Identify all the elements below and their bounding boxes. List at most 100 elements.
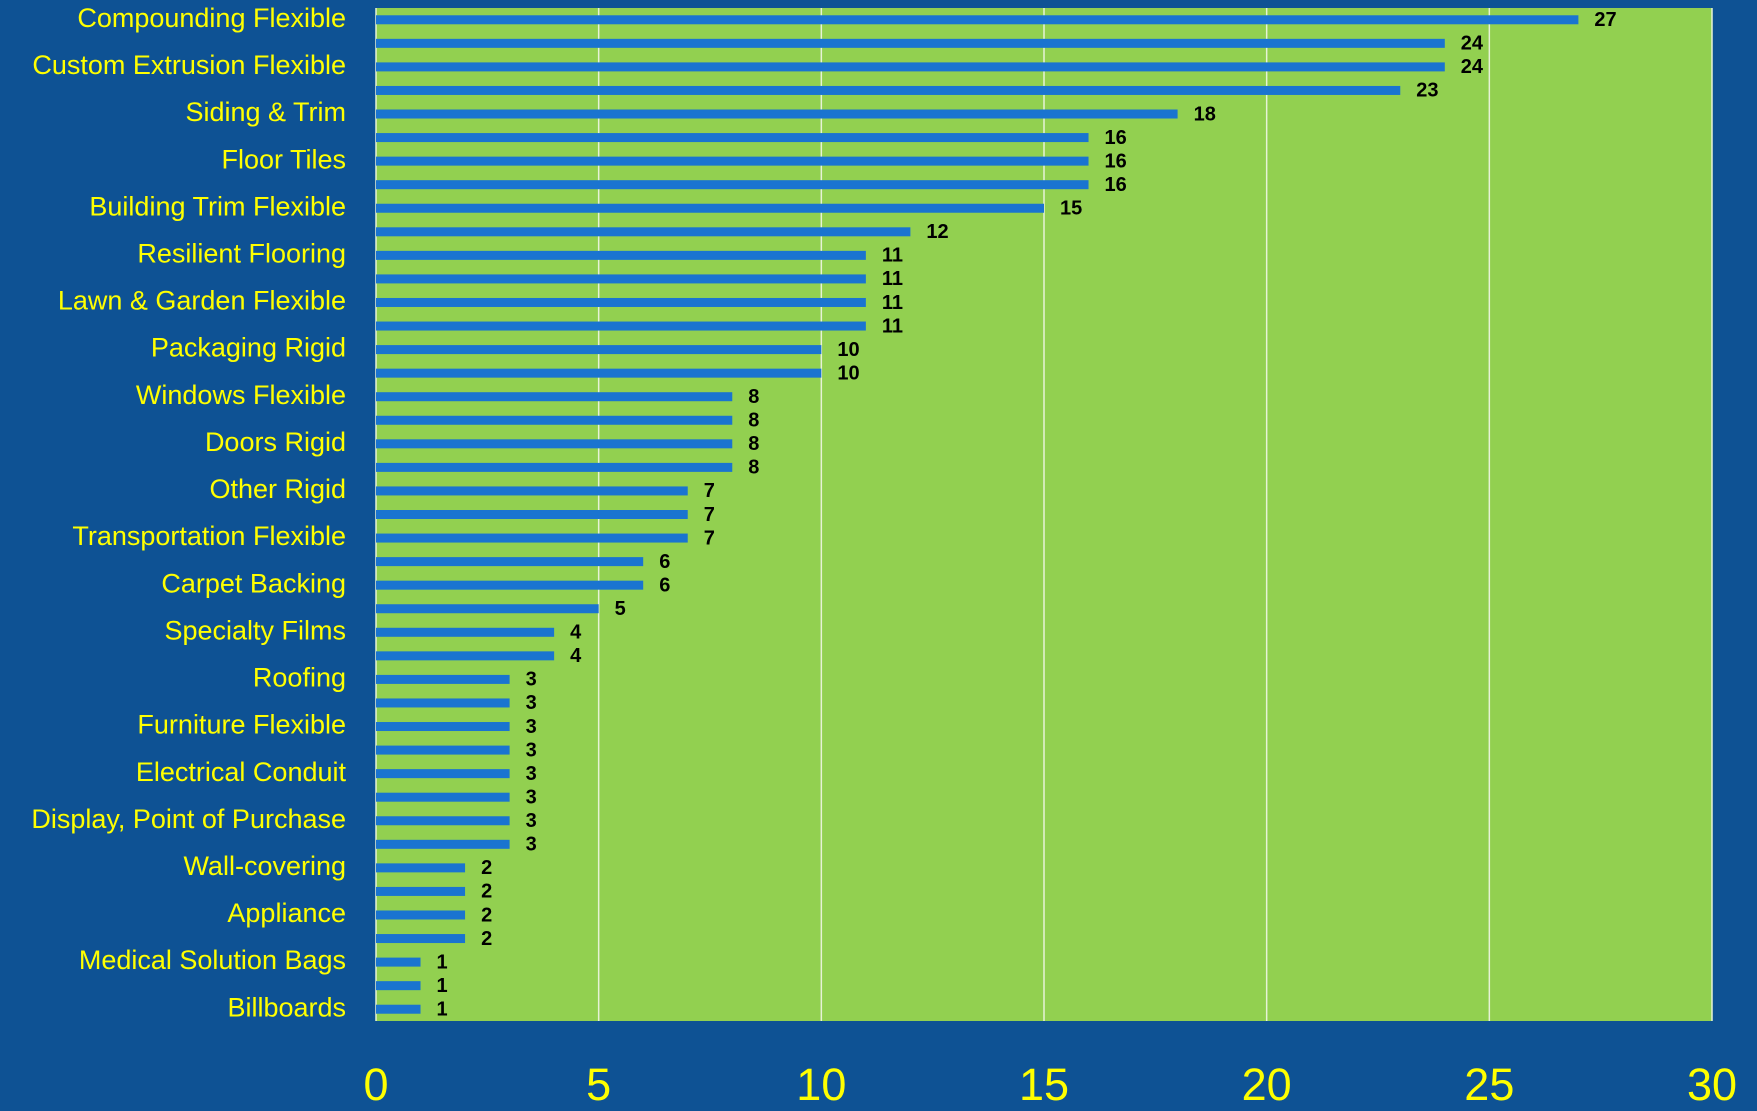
bar: [376, 38, 1445, 48]
data-label: 4: [570, 622, 582, 644]
y-tick-label: Display, Point of Purchase: [31, 804, 346, 834]
bar: [376, 180, 1089, 190]
data-label: 11: [882, 245, 903, 267]
bar: [376, 580, 644, 590]
bar: [376, 274, 866, 284]
bar: [376, 133, 1089, 143]
bar: [376, 863, 466, 873]
data-label: 23: [1416, 80, 1438, 102]
data-label: 3: [526, 763, 537, 785]
y-tick-label: Compounding Flexible: [77, 3, 346, 33]
bar: [376, 957, 421, 967]
data-label: 16: [1105, 127, 1127, 149]
bar: [376, 769, 510, 779]
y-tick-label: Floor Tiles: [221, 144, 346, 174]
bar: [376, 156, 1089, 166]
data-label: 16: [1105, 174, 1127, 196]
x-tick-label: 0: [363, 1059, 388, 1110]
data-label: 2: [481, 928, 492, 950]
y-tick-label: Packaging Rigid: [151, 333, 346, 363]
bar: [376, 62, 1445, 72]
y-tick-label: Siding & Trim: [185, 97, 346, 127]
data-label: 3: [526, 834, 537, 856]
bar: [376, 297, 866, 307]
y-tick-label: Carpet Backing: [161, 568, 346, 598]
data-label: 11: [882, 268, 903, 290]
data-label: 5: [615, 598, 626, 620]
bar: [376, 674, 510, 684]
bar: [376, 981, 421, 991]
y-tick-label: Appliance: [227, 898, 346, 928]
data-label: 27: [1594, 9, 1616, 31]
bar: [376, 792, 510, 802]
bar: [376, 910, 466, 920]
bar: [376, 368, 822, 378]
y-tick-label: Furniture Flexible: [137, 710, 346, 740]
bar: [376, 722, 510, 732]
data-label: 1: [437, 975, 448, 997]
bar: [376, 462, 733, 472]
data-label: 8: [748, 386, 759, 408]
bar: [376, 627, 555, 637]
x-tick-label: 25: [1464, 1059, 1514, 1110]
bar: [376, 392, 733, 402]
bar: [376, 816, 510, 826]
bar: [376, 15, 1579, 25]
x-tick-label: 15: [1019, 1059, 1069, 1110]
bar: [376, 250, 866, 260]
y-tick-label: Wall-covering: [183, 851, 346, 881]
data-label: 1: [437, 951, 448, 973]
bar: [376, 227, 911, 237]
bar: [376, 510, 688, 519]
data-label: 16: [1105, 150, 1127, 172]
y-tick-label: Other Rigid: [209, 474, 346, 504]
y-tick-label: Billboards: [227, 992, 346, 1022]
y-tick-label: Roofing: [253, 663, 346, 693]
y-tick-label: Lawn & Garden Flexible: [58, 286, 346, 316]
data-label: 8: [748, 433, 759, 455]
bar: [376, 203, 1044, 213]
x-tick-label: 20: [1242, 1059, 1292, 1110]
data-label: 18: [1194, 103, 1216, 125]
bar: [376, 415, 733, 425]
bar: [376, 604, 599, 614]
bar: [376, 745, 510, 755]
x-tick-label: 30: [1687, 1059, 1737, 1110]
bar: [376, 321, 866, 331]
data-label: 12: [926, 221, 948, 243]
data-label: 24: [1461, 56, 1484, 78]
data-label: 6: [659, 574, 670, 596]
bar: [376, 109, 1178, 119]
data-label: 2: [481, 857, 492, 879]
data-label: 10: [837, 339, 859, 361]
data-label: 3: [526, 786, 537, 808]
bar: [376, 698, 510, 708]
data-label: 8: [748, 457, 759, 479]
data-label: 3: [526, 716, 537, 738]
data-label: 3: [526, 669, 537, 691]
y-tick-label: Medical Solution Bags: [79, 945, 346, 975]
data-label: 4: [570, 645, 582, 667]
data-label: 15: [1060, 198, 1082, 220]
data-label: 3: [526, 739, 537, 761]
bar: [376, 439, 733, 449]
x-tick-label: 10: [796, 1059, 846, 1110]
y-tick-label: Electrical Conduit: [136, 757, 347, 787]
y-tick-label: Specialty Films: [164, 615, 346, 645]
bar: [376, 651, 555, 661]
data-label: 2: [481, 904, 492, 926]
data-label: 24: [1461, 33, 1484, 55]
data-label: 3: [526, 692, 537, 714]
y-tick-label: Doors Rigid: [205, 427, 346, 457]
x-tick-label: 5: [586, 1059, 611, 1110]
bar: [376, 557, 644, 567]
data-label: 2: [481, 881, 492, 903]
data-label: 7: [704, 504, 715, 526]
y-tick-label: Windows Flexible: [136, 380, 346, 410]
data-label: 7: [704, 527, 715, 549]
data-label: 1: [437, 999, 448, 1021]
bar: [376, 1004, 421, 1014]
bar: [376, 533, 688, 543]
data-label: 6: [659, 551, 670, 573]
